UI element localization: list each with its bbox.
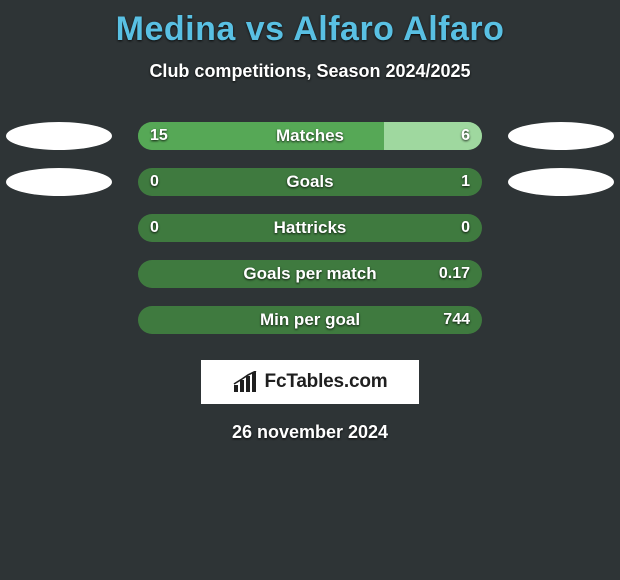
stat-row: Goals01: [0, 168, 620, 196]
stat-row: Hattricks00: [0, 214, 620, 242]
footer-logo-text: FcTables.com: [265, 371, 388, 393]
stat-row: Goals per match0.17: [0, 260, 620, 288]
stat-bar-track: [138, 260, 482, 288]
page-title: Medina vs Alfaro Alfaro: [0, 10, 620, 49]
player-badge-right: [508, 168, 614, 196]
stat-row: Matches156: [0, 122, 620, 150]
title-player2: Alfaro Alfaro: [293, 10, 504, 48]
stat-bar-track: [138, 168, 482, 196]
footer-logo: FcTables.com: [201, 360, 419, 404]
stat-bar-track: [138, 122, 482, 150]
stat-bar-left: [138, 122, 384, 150]
stats-rows: Matches156 Goals01 Hattricks00 Goals per ma…: [0, 122, 620, 334]
stat-bar-right: [384, 122, 482, 150]
stat-row: Min per goal744: [0, 306, 620, 334]
player-badge-left: [6, 122, 112, 150]
title-vs: vs: [246, 10, 285, 48]
stat-bar-track: [138, 306, 482, 334]
player-badge-right: [508, 122, 614, 150]
stat-bar-track: [138, 214, 482, 242]
footer-date: 26 november 2024: [0, 422, 620, 443]
player-badge-left: [6, 168, 112, 196]
bar-chart-icon: [233, 371, 259, 393]
subtitle: Club competitions, Season 2024/2025: [0, 61, 620, 82]
title-player1: Medina: [116, 10, 236, 48]
